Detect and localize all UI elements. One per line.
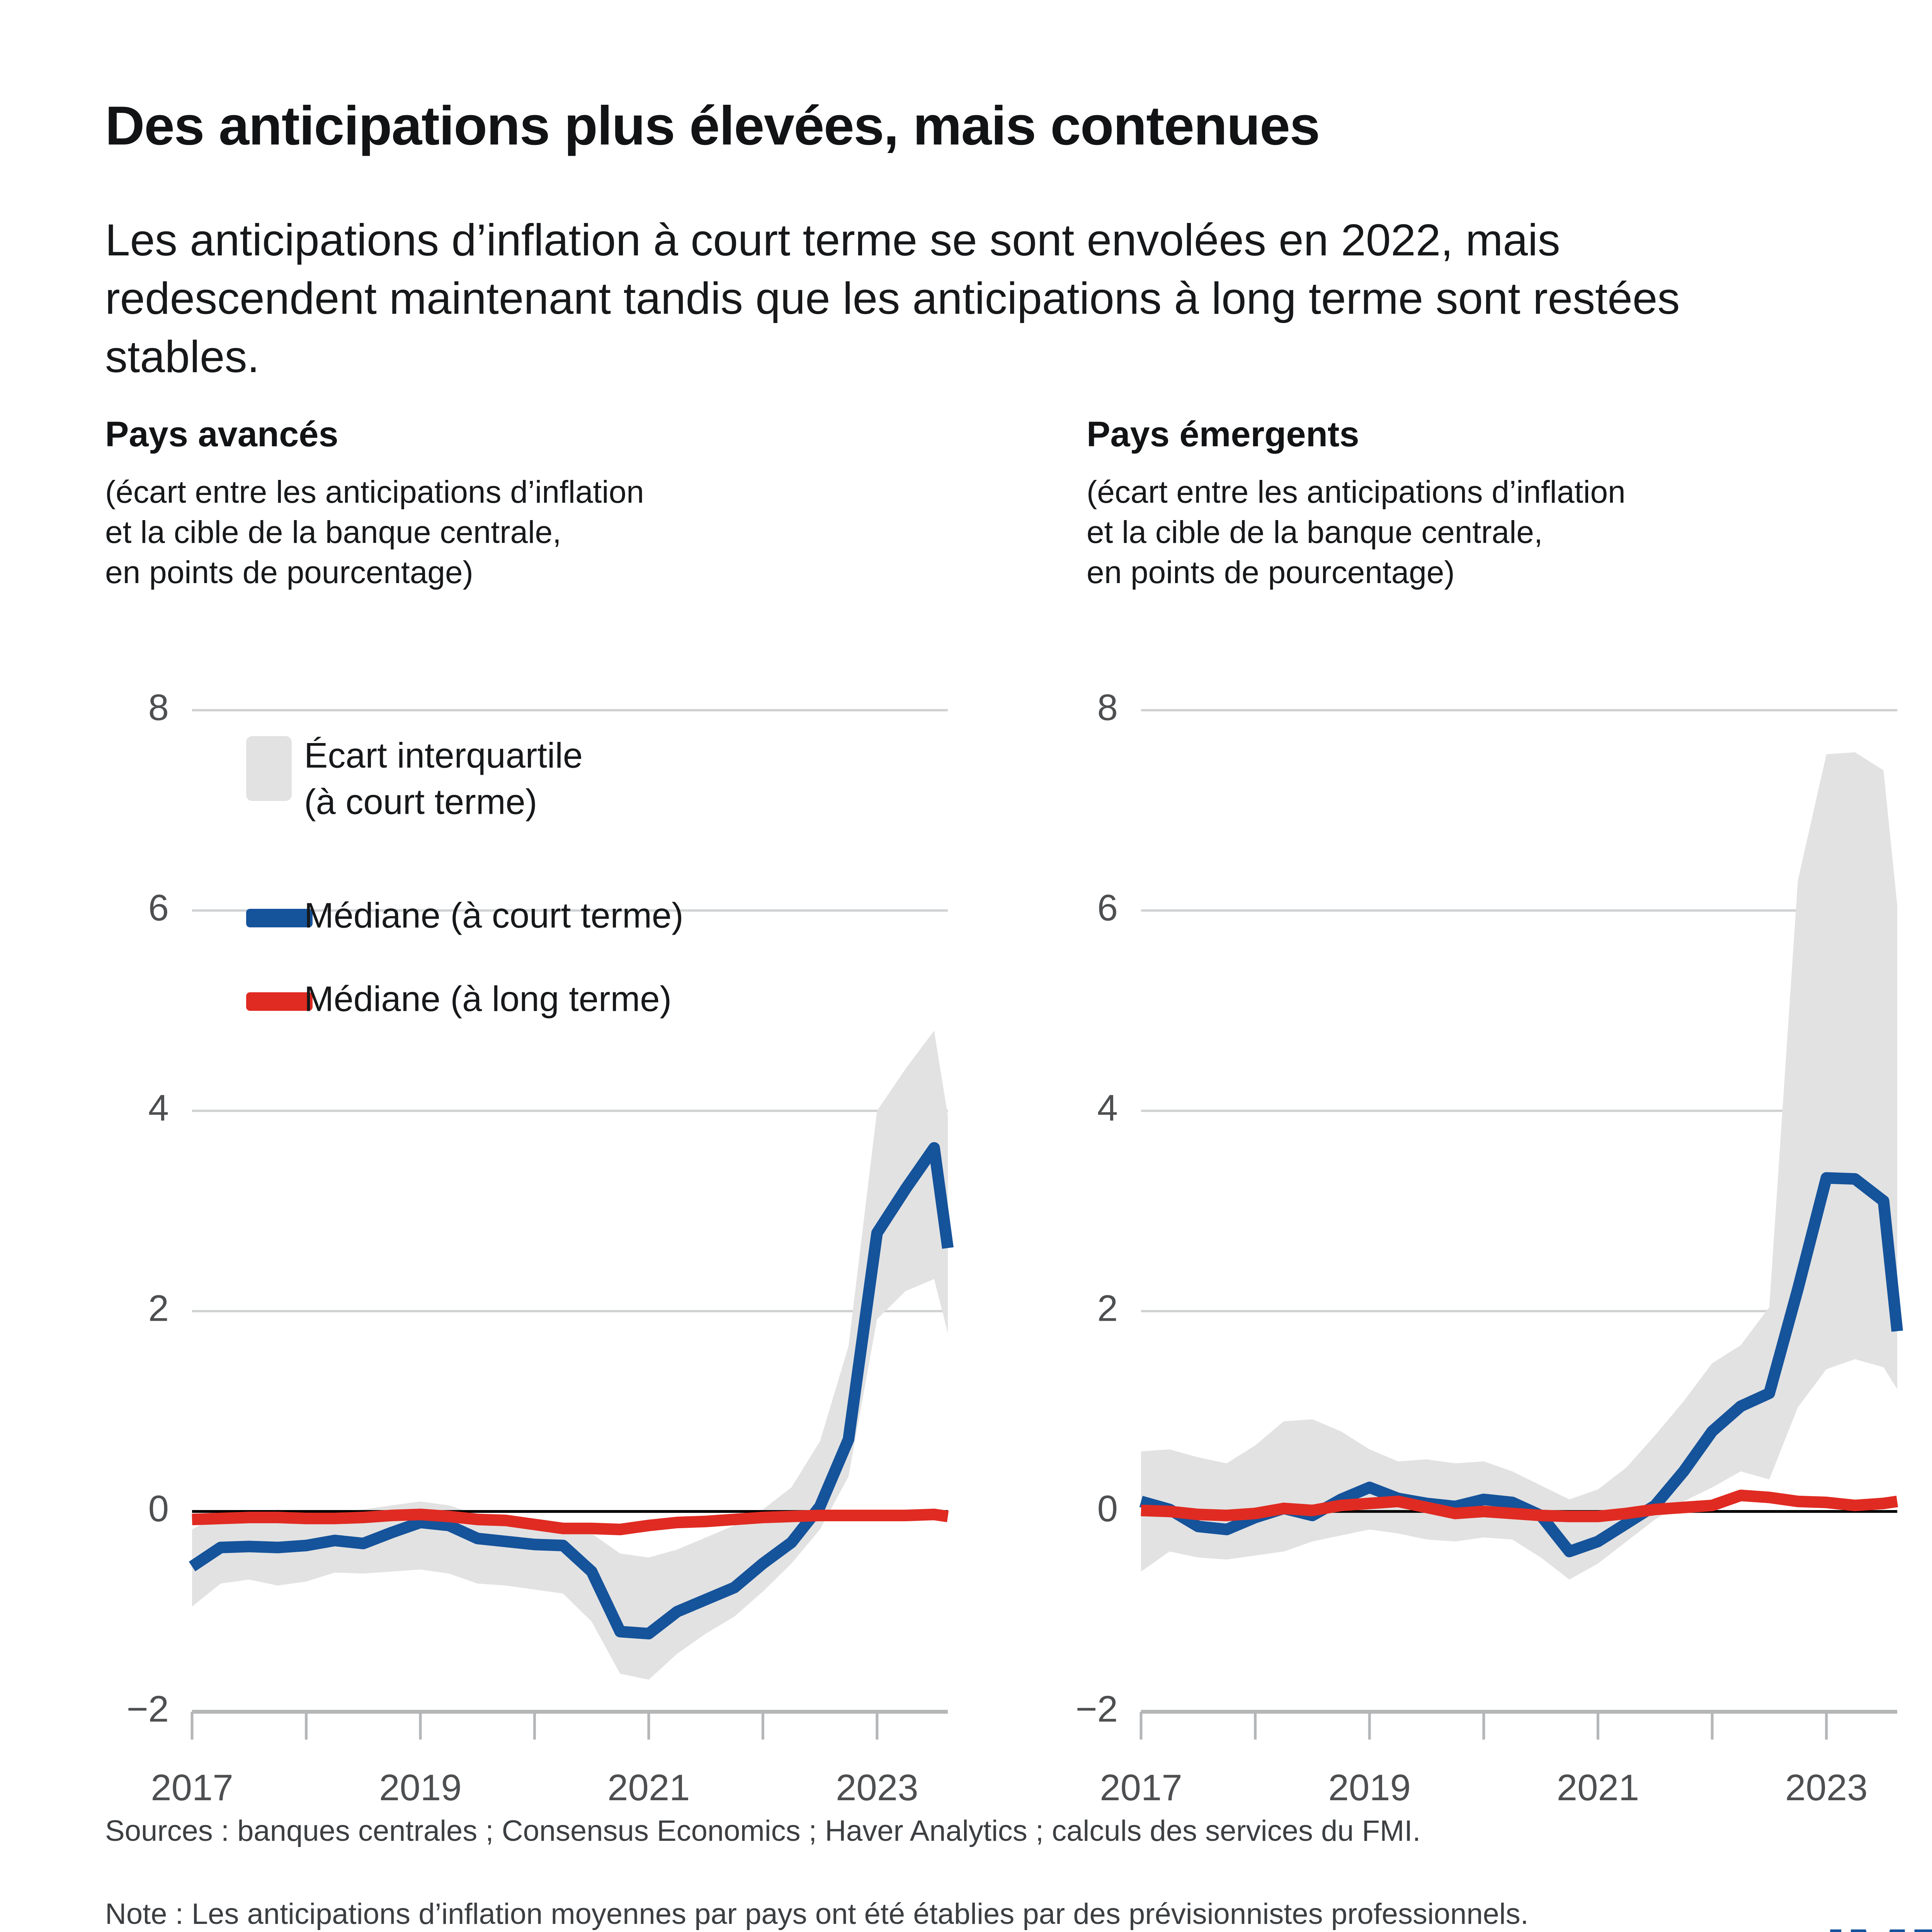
legend-swatch-median-long	[246, 992, 313, 1011]
x-tick-label: 2019	[379, 1767, 462, 1808]
footnote-sources: Sources : banques centrales ; Consensus …	[105, 1815, 1421, 1847]
median-long-term-line	[192, 1509, 949, 1536]
y-tick-label: 6	[148, 887, 169, 929]
legend-label-median-long: Médiane (à long terme)	[304, 979, 672, 1019]
x-tick-label: 2017	[1100, 1767, 1182, 1808]
y-tick-label: 2	[1097, 1288, 1118, 1329]
x-tick-label: 2017	[151, 1767, 233, 1808]
imf-logo: IMF	[1825, 1918, 1932, 1932]
chart-advanced-economies: −2 0 2 4 6 8 2017 2019 2021 2023 Écart interquarti…	[127, 687, 954, 1808]
y-tick-label: 8	[1097, 687, 1118, 728]
y-tick-label: 0	[148, 1488, 169, 1529]
panel-title-emerging: Pays émergents	[1087, 415, 1359, 454]
x-tick-label: 2023	[1785, 1767, 1868, 1808]
footnote-note: Note : Les anticipations d’inflation moy…	[105, 1898, 1529, 1930]
x-tick-label: 2021	[1557, 1767, 1639, 1808]
legend-label-median-short: Médiane (à court terme)	[304, 896, 684, 935]
median-long-term-line	[1141, 1490, 1898, 1522]
page-title: Des anticipations plus élevées, mais con…	[105, 95, 1320, 157]
panel-title-advanced: Pays avancés	[105, 415, 338, 454]
y-tick-label: 4	[1097, 1087, 1118, 1129]
legend: Écart interquartile (à court terme) Médian…	[246, 736, 684, 1019]
x-tick-label: 2019	[1328, 1767, 1411, 1808]
legend-swatch-median-short	[246, 909, 313, 927]
interquartile-band	[192, 1031, 948, 1680]
y-tick-label: −2	[1076, 1688, 1118, 1730]
median-short-term-line	[189, 1142, 954, 1639]
x-tick-label: 2023	[836, 1767, 918, 1808]
y-tick-label: 6	[1097, 887, 1118, 929]
y-tick-label: 0	[1097, 1488, 1118, 1529]
y-tick-label: 8	[148, 687, 169, 728]
panel-subtitle-advanced: (écart entre les anticipations d’inflati…	[105, 474, 644, 590]
y-tick-label: 4	[148, 1087, 169, 1129]
legend-label-band-line2: (à court terme)	[304, 782, 537, 821]
panel-subtitle-emerging: (écart entre les anticipations d’inflati…	[1087, 474, 1626, 590]
legend-swatch-band	[246, 736, 292, 801]
chart-emerging-economies: −2 0 2 4 6 8 2017 2019 2021 2023	[1076, 687, 1903, 1808]
x-tick-label: 2021	[607, 1767, 690, 1808]
page-subtitle: Les anticipations d’inflation à court te…	[105, 215, 1680, 382]
y-tick-label: −2	[127, 1688, 169, 1730]
y-tick-label: 2	[148, 1288, 169, 1329]
legend-label-band-line1: Écart interquartile	[304, 736, 583, 775]
interquartile-band	[1141, 752, 1897, 1580]
